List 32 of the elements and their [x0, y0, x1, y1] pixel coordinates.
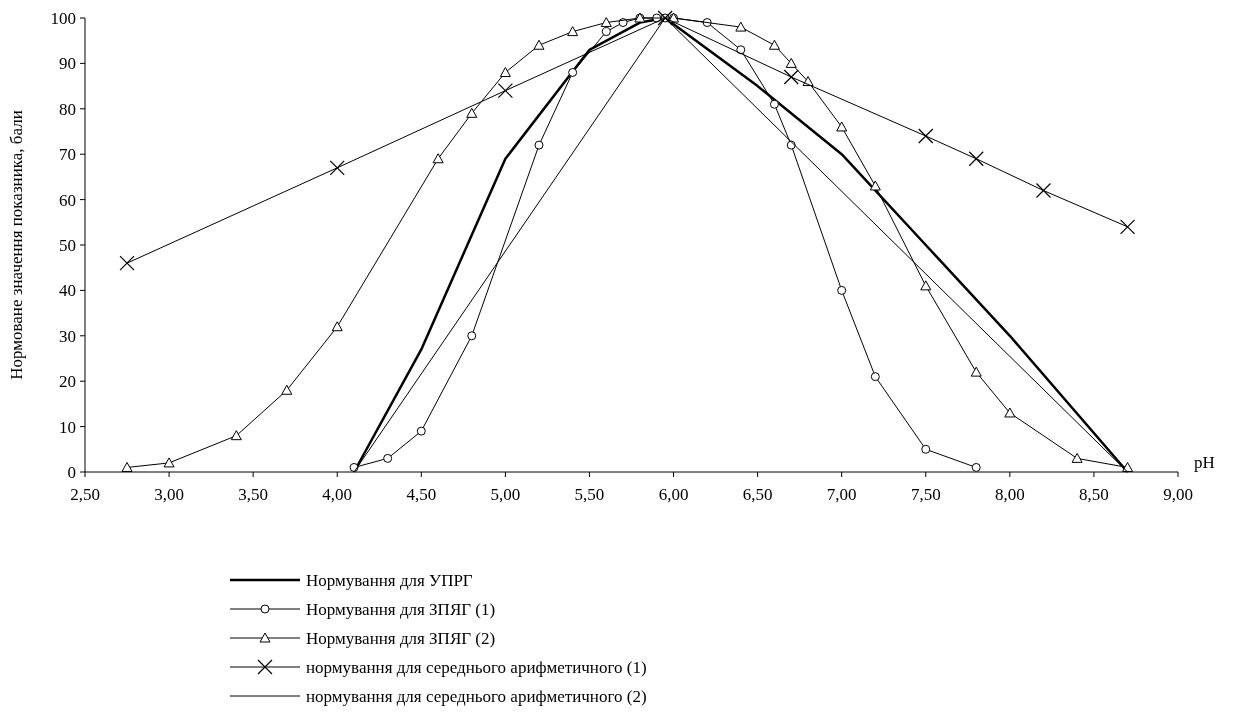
y-tick-label: 50	[59, 235, 76, 255]
x-tick-label: 7,50	[910, 485, 941, 504]
y-axis-title: Нормоване значення показника, бали	[7, 110, 26, 380]
legend-label: Нормування для УПРГ	[306, 570, 473, 590]
x-tick-label: 3,50	[238, 485, 269, 504]
x-tick-label: 2,50	[70, 485, 100, 504]
x-tick-label: 5,00	[490, 485, 521, 504]
x-tick-label: 7,00	[826, 485, 857, 504]
y-tick-label: 60	[59, 190, 76, 210]
y-tick-label: 40	[59, 281, 76, 301]
x-tick-label: 4,00	[322, 485, 353, 504]
x-tick-label: 8,00	[994, 485, 1025, 504]
x-axis-title: pH	[1194, 453, 1215, 472]
legend-label: Нормування для ЗПЯГ (1)	[306, 599, 496, 619]
x-tick-label: 6,50	[742, 485, 773, 504]
y-tick-label: 10	[59, 417, 76, 437]
y-tick-label: 80	[59, 99, 76, 119]
y-tick-label: 70	[59, 145, 76, 165]
y-tick-label: 0	[67, 462, 76, 482]
y-tick-label: 100	[50, 8, 76, 28]
x-tick-label: 6,00	[658, 485, 689, 504]
x-tick-label: 5,50	[574, 485, 605, 504]
y-tick-label: 90	[59, 54, 76, 74]
y-tick-label: 20	[59, 372, 76, 392]
x-tick-label: 3,00	[154, 485, 184, 504]
x-tick-label: 9,00	[1163, 485, 1193, 504]
x-tick-label: 4,50	[406, 485, 437, 504]
legend-label: Нормування для ЗПЯГ (2)	[306, 628, 496, 648]
legend-label: нормування для середнього арифметичного (2)	[306, 686, 647, 706]
y-tick-label: 30	[59, 326, 76, 346]
x-tick-label: 8,50	[1079, 485, 1109, 504]
legend-label: нормування для середнього арифметичного (1)	[306, 657, 647, 677]
